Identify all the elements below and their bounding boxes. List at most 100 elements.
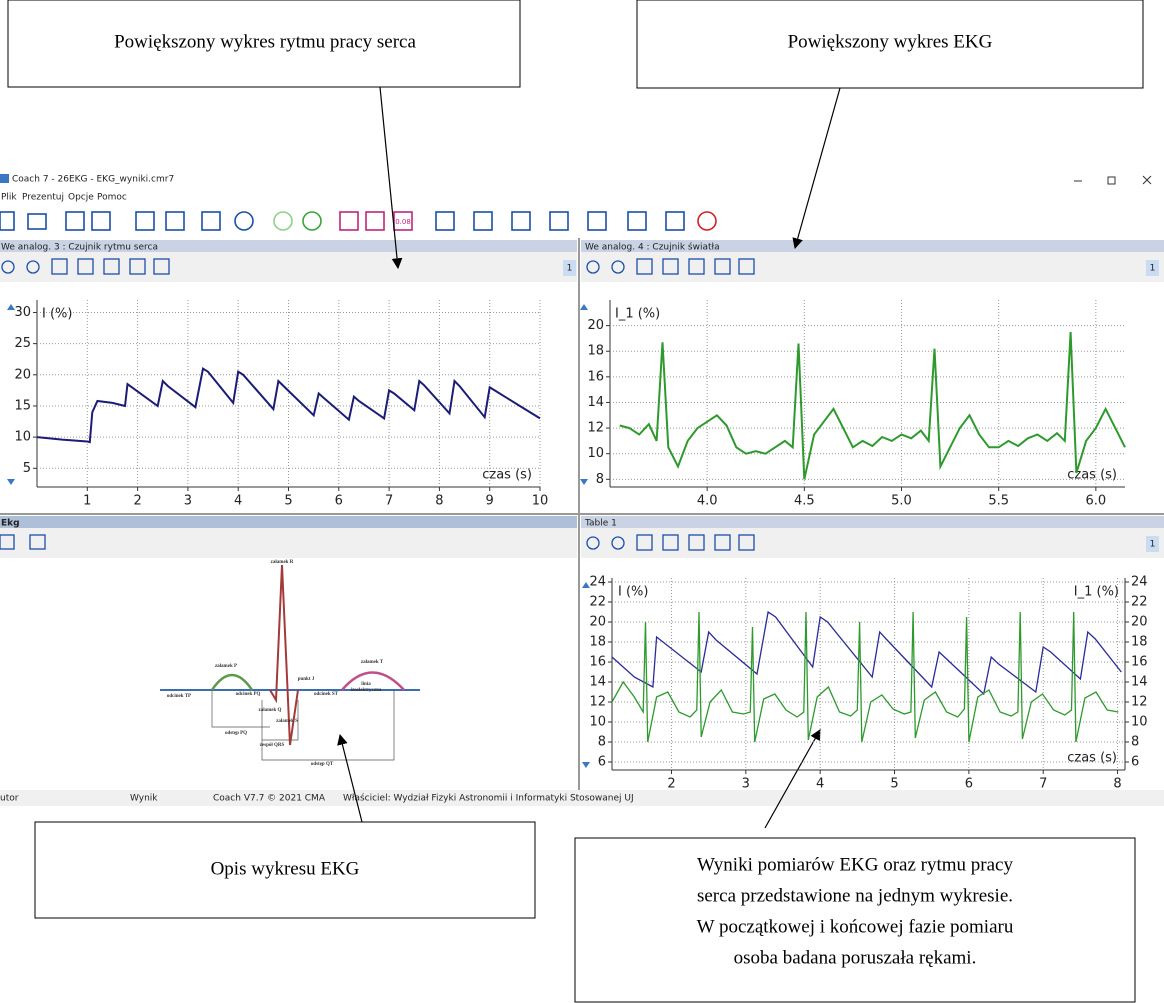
y2-tick-label: 18 (1131, 635, 1148, 650)
x-tick-label: 9 (486, 494, 494, 509)
window-title: Coach 7 - 26EKG - EKG_wyniki.cmr7 (12, 175, 174, 185)
status-text: Właściciel: Wydział Fizyki Astronomii i … (343, 793, 634, 804)
diagram-label: załamek P (215, 664, 237, 669)
series-label: I_1 (%) (1074, 585, 1119, 600)
diagram-label: załamek Q (259, 708, 282, 713)
callout-text: Powiększony wykres EKG (788, 31, 993, 52)
y-tick-label: 16 (589, 655, 606, 670)
x-axis-label: czas (s) (1067, 468, 1117, 483)
y-tick-label: 10 (589, 715, 606, 730)
x-tick-label: 5.0 (891, 494, 912, 509)
x-tick-label: 6 (335, 494, 343, 509)
callout-text: osoba badana poruszała rękami. (734, 947, 977, 968)
x-tick-label: 3 (742, 777, 750, 792)
y-tick-label: 20 (587, 318, 604, 333)
callout-text: Powiększony wykres rytmu pracy serca (114, 31, 416, 52)
y-tick-label: 10 (14, 430, 31, 445)
app-icon (0, 174, 9, 183)
x-tick-label: 4 (234, 494, 242, 509)
y-tick-label: 18 (587, 344, 604, 359)
y2-tick-label: 22 (1131, 595, 1148, 610)
y-axis-label: I_1 (%) (615, 307, 660, 322)
menu-item[interactable]: Prezentuj (22, 193, 64, 203)
x-tick-label: 6.0 (1086, 494, 1107, 509)
x-tick-label: 5.5 (988, 494, 1009, 509)
x-tick-label: 4.0 (697, 494, 718, 509)
x-tick-label: 8 (435, 494, 443, 509)
y-tick-label: 16 (587, 369, 604, 384)
series-label: I (%) (618, 585, 648, 600)
badge-text: 1 (1150, 540, 1156, 550)
x-tick-label: 2 (133, 494, 141, 509)
y-tick-label: 6 (598, 755, 606, 770)
diagram-label: linia (361, 682, 371, 687)
diagram-label: odstęp QT (311, 762, 334, 767)
y-tick-label: 30 (14, 305, 31, 320)
y-tick-label: 14 (589, 675, 606, 690)
x-tick-label: 2 (667, 777, 675, 792)
page: Coach 7 - 26EKG - EKG_wyniki.cmr7 Plik P… (0, 0, 1164, 1003)
toolbar-value: 0.08 (395, 218, 411, 226)
y-tick-label: 20 (589, 615, 606, 630)
status-text: Wynik (130, 794, 158, 804)
x-tick-label: 6 (965, 777, 973, 792)
y-tick-label: 15 (14, 398, 31, 413)
x-tick-label: 7 (385, 494, 393, 509)
y-axis-label: I (%) (42, 307, 72, 322)
y-tick-label: 5 (23, 461, 31, 476)
panel-title: We analog. 4 : Czujnik światła (585, 242, 720, 253)
panel-title: Table 1 (584, 519, 617, 529)
diagram-label: punkt J (298, 677, 315, 682)
diagram-label: odcinek TP (167, 694, 191, 699)
diagram-label: załamek R (271, 560, 294, 565)
y-tick-label: 18 (589, 635, 606, 650)
badge-text: 1 (1150, 264, 1156, 274)
y-tick-label: 8 (596, 472, 604, 487)
y-tick-label: 12 (589, 695, 606, 710)
y-tick-label: 20 (14, 367, 31, 382)
diagram-label: zespół QRS (260, 743, 285, 748)
x-tick-label: 10 (532, 494, 549, 509)
x-tick-label: 4 (816, 777, 824, 792)
y2-tick-label: 16 (1131, 655, 1148, 670)
y2-tick-label: 12 (1131, 695, 1148, 710)
diagram-label: izoelektryczna (351, 688, 382, 693)
status-text: Coach V7.7 © 2021 CMA (213, 794, 326, 804)
x-axis-label: czas (s) (482, 468, 532, 483)
x-tick-label: 3 (184, 494, 192, 509)
diagram-label: odcinek PQ (236, 692, 261, 697)
y2-tick-label: 10 (1131, 715, 1148, 730)
y-tick-label: 14 (587, 395, 604, 410)
status-text: utor (0, 794, 19, 804)
x-tick-label: 8 (1113, 777, 1121, 792)
diagram-label: odstęp PQ (225, 731, 247, 736)
x-tick-label: 1 (83, 494, 91, 509)
y2-tick-label: 8 (1131, 735, 1139, 750)
callout-text: Wyniki pomiarów EKG oraz rytmu pracy (697, 854, 1013, 875)
diagram-label: załamek S (276, 719, 298, 724)
callout-text: serca przedstawione na jednym wykresie. (697, 885, 1013, 906)
panel-title: Ekg (1, 519, 20, 529)
y-tick-label: 10 (587, 446, 604, 461)
x-tick-label: 7 (1039, 777, 1047, 792)
menu-item[interactable]: Pomoc (97, 193, 127, 203)
y-tick-label: 8 (598, 735, 606, 750)
callout-text: W początkowej i końcowej fazie pomiaru (697, 916, 1014, 937)
y-tick-label: 25 (14, 336, 31, 351)
y-tick-label: 22 (589, 595, 606, 610)
x-tick-label: 5 (284, 494, 292, 509)
menu-item[interactable]: Opcje (68, 193, 94, 203)
badge-text: 1 (567, 264, 573, 274)
y2-tick-label: 20 (1131, 615, 1148, 630)
diagram-label: odcinek ST (314, 692, 339, 697)
y-tick-label: 24 (589, 575, 606, 590)
y2-tick-label: 14 (1131, 675, 1148, 690)
x-tick-label: 5 (890, 777, 898, 792)
x-tick-label: 4.5 (794, 494, 815, 509)
panel-title: We analog. 3 : Czujnik rytmu serca (1, 243, 158, 253)
diagram-label: załamek T (361, 660, 384, 665)
y2-tick-label: 24 (1131, 575, 1148, 590)
y-tick-label: 12 (587, 421, 604, 436)
callout-text: Opis wykresu EKG (211, 858, 360, 879)
menu-item[interactable]: Plik (1, 193, 17, 203)
